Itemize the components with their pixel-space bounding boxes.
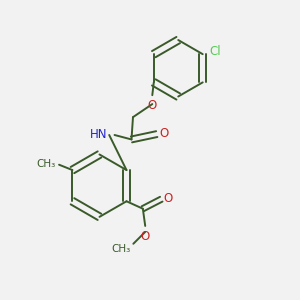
Text: O: O (159, 127, 168, 140)
Text: O: O (148, 99, 157, 112)
Text: O: O (141, 230, 150, 242)
Text: Cl: Cl (209, 45, 221, 58)
Text: O: O (164, 192, 172, 205)
Text: CH₃: CH₃ (37, 159, 56, 169)
Text: HN: HN (90, 128, 108, 141)
Text: CH₃: CH₃ (112, 244, 131, 254)
